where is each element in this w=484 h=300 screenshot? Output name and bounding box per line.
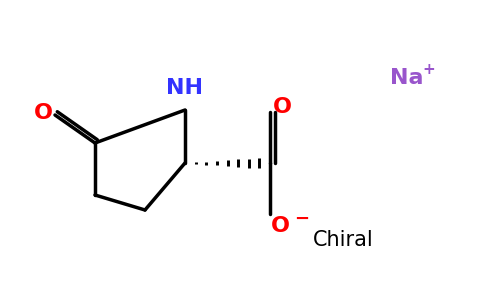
Text: −: − bbox=[294, 210, 310, 228]
Text: Na: Na bbox=[390, 68, 424, 88]
Text: O: O bbox=[272, 97, 291, 117]
Text: +: + bbox=[422, 62, 435, 77]
Text: O: O bbox=[33, 103, 52, 123]
Text: O: O bbox=[271, 216, 289, 236]
Text: NH: NH bbox=[166, 78, 203, 98]
Text: Chiral: Chiral bbox=[313, 230, 374, 250]
